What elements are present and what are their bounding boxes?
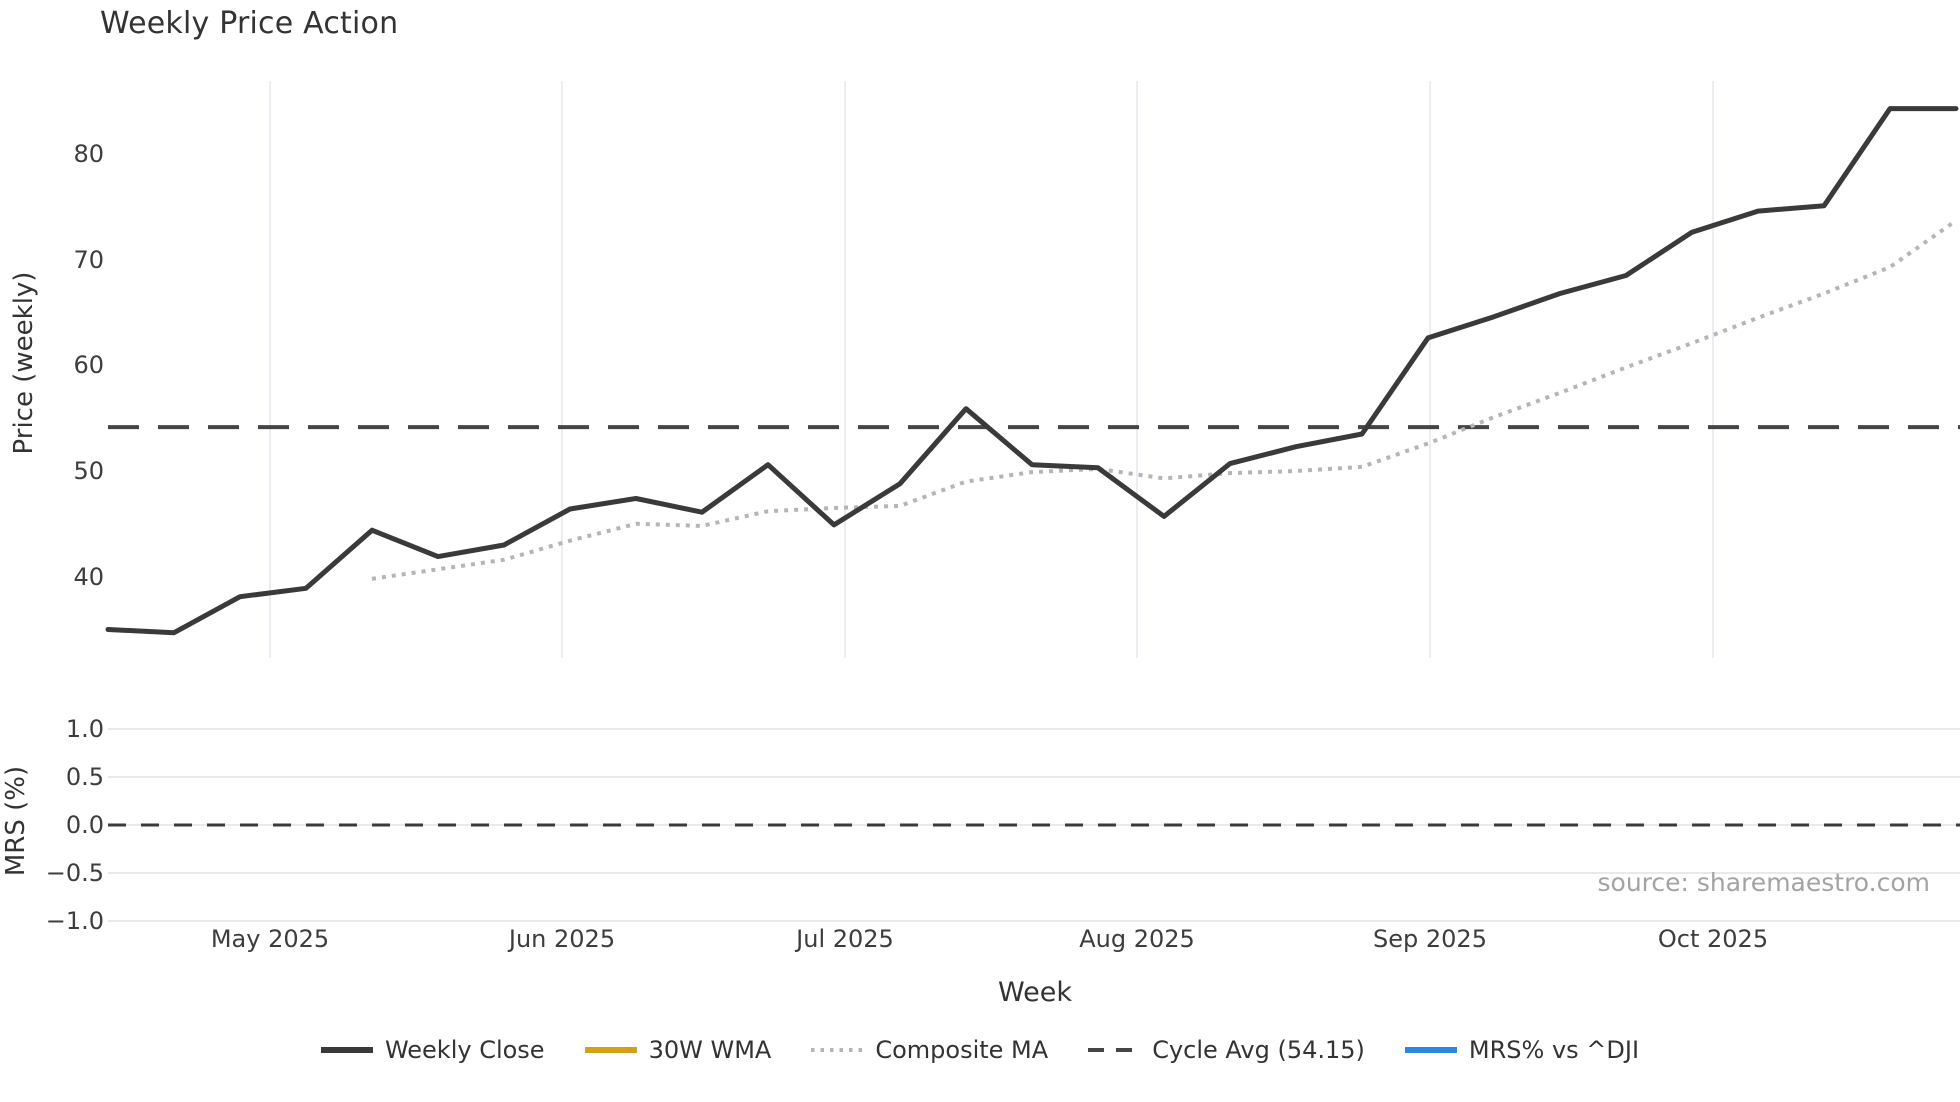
price-ytick: 70: [73, 245, 104, 274]
legend-item: MRS% vs ^DJI: [1404, 1036, 1640, 1064]
legend-swatch-dotted: [811, 1048, 864, 1052]
price-ytick: 40: [73, 562, 104, 591]
legend-item: Composite MA: [811, 1036, 1048, 1064]
legend-item: 30W WMA: [584, 1036, 772, 1064]
legend-label: Weekly Close: [384, 1036, 545, 1064]
mrs-ytick: 1.0: [65, 715, 104, 743]
legend-label: Cycle Avg (54.15): [1152, 1036, 1365, 1064]
price-ytick: 60: [73, 351, 104, 380]
legend-swatch-solid: [1404, 1047, 1457, 1053]
month-tick: May 2025: [210, 925, 330, 953]
composite-ma-line: [371, 218, 1958, 581]
legend: Weekly Close 30W WMA Composite MA Cycle Avg…: [0, 1036, 1960, 1064]
month-tick: Oct 2025: [1657, 925, 1769, 953]
legend-swatch-dashed: [1088, 1048, 1141, 1052]
chart-title: Weekly Price Action: [100, 6, 399, 41]
weekly-close-line: [105, 106, 1959, 636]
x-axis-label: Week: [998, 977, 1072, 1008]
price-ytick: 50: [73, 457, 104, 485]
month-tick: Jul 2025: [796, 925, 894, 953]
legend-swatch-solid: [320, 1047, 373, 1053]
legend-label: MRS% vs ^DJI: [1468, 1036, 1640, 1064]
legend-swatch-solid: [584, 1047, 637, 1053]
month-tick: Aug 2025: [1079, 925, 1195, 953]
mrs-ytick: −0.5: [45, 859, 104, 887]
month-tick: Jun 2025: [508, 925, 616, 953]
mrs-ytick: 0.0: [65, 811, 104, 839]
legend-item: Weekly Close: [320, 1036, 545, 1064]
legend-item: Cycle Avg (54.15): [1088, 1036, 1365, 1064]
source-credit: source: sharemaestro.com: [1597, 868, 1931, 897]
mrs-ytick: −1.0: [45, 907, 104, 935]
month-tick: Sep 2025: [1373, 925, 1487, 953]
legend-label: Composite MA: [875, 1036, 1049, 1064]
legend-label: 30W WMA: [648, 1036, 772, 1064]
price-ytick: 80: [73, 139, 104, 168]
mrs-ytick: 0.5: [65, 763, 104, 791]
